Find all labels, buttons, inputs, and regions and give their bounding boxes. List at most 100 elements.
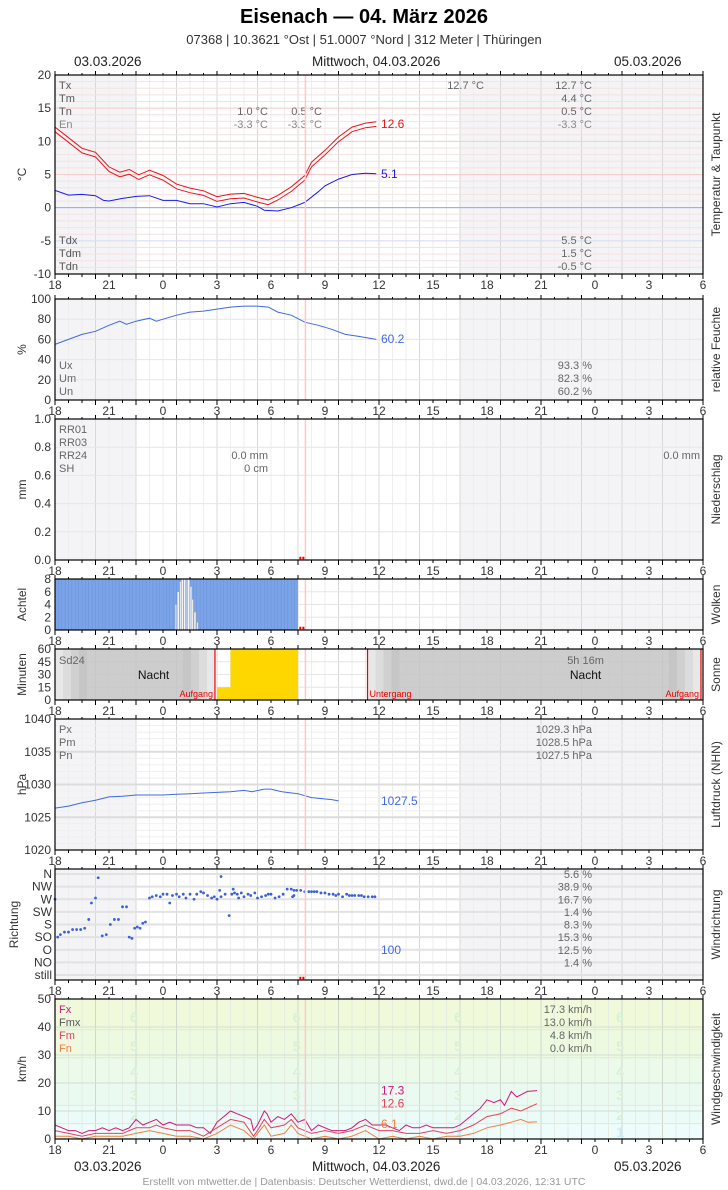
x-tick-label: 6 xyxy=(268,564,275,578)
y-tick-label: 1030 xyxy=(24,778,51,792)
x-tick-label: 9 xyxy=(322,634,329,648)
wind-direction-point xyxy=(291,895,294,899)
beaufort-label: 3 xyxy=(454,1087,462,1103)
x-tick-label: 6 xyxy=(700,704,707,718)
y-tick-label: 5 xyxy=(44,168,51,182)
y-tick-label: 45 xyxy=(38,655,52,669)
wind-direction-point xyxy=(246,892,250,896)
x-tick-label: 0 xyxy=(160,564,167,578)
wind-direction-point xyxy=(168,901,172,905)
x-tick-label: 21 xyxy=(102,1143,116,1157)
stat-label: 1028.5 hPa xyxy=(536,737,593,749)
stat-label: 16.7 % xyxy=(558,894,592,906)
stat-label: 82.3 % xyxy=(558,373,592,385)
wind-direction-point xyxy=(315,890,319,894)
y-tick-label: SO xyxy=(35,930,52,944)
x-tick-label: 21 xyxy=(534,634,548,648)
y-axis-title: Richtung xyxy=(7,901,21,948)
x-tick-label: 0 xyxy=(160,634,167,648)
x-tick-label: 21 xyxy=(534,1143,548,1157)
y-axis-title: Minuten xyxy=(15,653,29,696)
beaufort-label: 4 xyxy=(616,1063,624,1079)
beaufort-label: 2 xyxy=(454,1107,462,1123)
y-tick-label: 60 xyxy=(38,332,52,346)
x-tick-label: 3 xyxy=(646,854,653,868)
x-tick-label: 12 xyxy=(372,564,386,578)
beaufort-label: 6 xyxy=(454,1009,462,1025)
x-tick-label: 21 xyxy=(102,704,116,718)
x-tick-label: 0 xyxy=(592,564,599,578)
y-tick-label: -5 xyxy=(40,234,51,248)
x-tick-label: 15 xyxy=(426,854,440,868)
x-tick-label: 3 xyxy=(646,1143,653,1157)
wind-direction-point xyxy=(310,890,313,894)
y-tick-label: 1025 xyxy=(24,810,51,824)
x-tick-label: 15 xyxy=(426,704,440,718)
y-tick-label: 15 xyxy=(38,101,52,115)
beaufort-label: 6 xyxy=(130,1009,138,1025)
x-tick-label: 12 xyxy=(372,854,386,868)
y-tick-label: W xyxy=(41,892,53,906)
x-tick-label: 9 xyxy=(322,404,329,418)
y-tick-label: 20 xyxy=(38,1076,52,1090)
x-tick-label: 0 xyxy=(160,1143,167,1157)
y-tick-label: 1040 xyxy=(24,712,51,726)
y-tick-label: 10 xyxy=(38,134,52,148)
y-tick-label: 4 xyxy=(44,598,51,612)
x-tick-label: 15 xyxy=(426,1143,440,1157)
x-tick-label: 12 xyxy=(372,634,386,648)
panel-title: relative Feuchte xyxy=(709,306,723,392)
wind-direction-point xyxy=(199,890,203,894)
sunrise-label: Aufgang xyxy=(665,689,699,699)
x-tick-label: 6 xyxy=(268,1143,275,1157)
x-tick-label: 18 xyxy=(48,984,62,998)
legend-Px: Px xyxy=(59,724,72,736)
wind-direction-point xyxy=(269,892,273,896)
wind-direction-point xyxy=(165,892,169,896)
wind-direction-point xyxy=(362,895,366,899)
legend-En: En xyxy=(59,119,72,131)
stat-label: 17.3 km/h xyxy=(544,1004,592,1016)
date-bar-top: 03.03.2026 Mittwoch, 04.03.2026 05.03.20… xyxy=(0,54,728,70)
x-tick-label: 12 xyxy=(372,984,386,998)
x-tick-label: 3 xyxy=(646,564,653,578)
y-tick-label: 1.0 xyxy=(34,412,51,426)
wind-direction-point xyxy=(195,892,199,896)
beaufort-label: 4 xyxy=(454,1063,462,1079)
wind-direction-point xyxy=(113,918,116,921)
sunshine-bar xyxy=(230,649,244,700)
wind-direction-point xyxy=(79,928,83,931)
stat-label: 1.5 °C xyxy=(561,248,592,260)
wind-direction-point xyxy=(235,892,239,896)
legend-Fn: Fn xyxy=(59,1043,72,1055)
wind-direction-point xyxy=(219,895,223,899)
wind-direction-point xyxy=(323,891,327,895)
x-tick-label: 12 xyxy=(372,1143,386,1157)
series-line xyxy=(54,172,377,212)
wind-direction-point xyxy=(253,891,257,895)
wind-direction-point xyxy=(177,895,181,899)
x-tick-label: 18 xyxy=(480,704,494,718)
wind-direction-point xyxy=(264,894,267,897)
wind-direction-point xyxy=(347,894,351,897)
date-bar-bottom: 03.03.2026 Mittwoch, 04.03.2026 05.03.20… xyxy=(0,1159,728,1175)
x-tick-label: 15 xyxy=(426,634,440,648)
panel-windgeschwindigkeit: 654326543265432165432117.312.66.1FxFmxFm… xyxy=(15,992,723,1157)
wind-direction-point xyxy=(242,895,246,899)
wind-direction-point xyxy=(341,895,344,899)
x-tick-label: 18 xyxy=(480,278,494,292)
legend-Tdn: Tdn xyxy=(59,261,78,273)
date-right: 05.03.2026 xyxy=(614,1159,682,1174)
x-tick-label: 21 xyxy=(102,854,116,868)
x-tick-label: 0 xyxy=(592,984,599,998)
wind-direction-point xyxy=(59,933,62,936)
x-tick-label: 9 xyxy=(322,854,329,868)
stat-label: 12.7 °C xyxy=(555,80,592,92)
wind-direction-point xyxy=(192,897,196,901)
x-tick-label: 18 xyxy=(48,278,62,292)
x-tick-label: 0 xyxy=(592,634,599,648)
y-tick-label: 30 xyxy=(38,668,52,682)
stat-label: 93.3 % xyxy=(558,360,592,372)
